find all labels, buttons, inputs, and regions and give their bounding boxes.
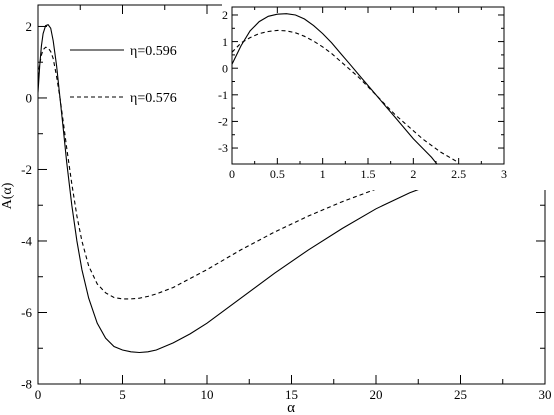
inset-x-tick-label: 0 (229, 167, 235, 181)
main-x-tick-label: 0 (35, 387, 42, 402)
inset-x-tick-label: 2.5 (451, 167, 466, 181)
main-x-axis-label: α (287, 400, 295, 415)
legend-label-solid: η=0.596 (130, 44, 177, 59)
main-x-tick-label: 5 (119, 387, 126, 402)
inset-y-tick-label: 1 (222, 35, 228, 49)
main-series-line-dashed (38, 46, 545, 300)
main-y-tick-label: 2 (26, 19, 33, 34)
main-series-line-solid (38, 24, 545, 354)
inset-x-tick-label: 3 (501, 167, 507, 181)
main-y-axis-label: A(α) (0, 182, 15, 209)
main-y-tick-label: -2 (21, 162, 32, 177)
inset-x-tick-label: 2 (410, 167, 416, 181)
inset-series-line-dashed (232, 29, 459, 164)
inset-y-tick-label: -3 (218, 141, 228, 155)
inset-y-tick-label: 2 (222, 8, 228, 22)
legend-label-dashed: η=0.576 (130, 91, 177, 106)
main-x-tick-label: 25 (454, 387, 467, 402)
inset-series-line-solid (232, 13, 438, 164)
inset-x-tick-label: 1.5 (361, 167, 376, 181)
inset-y-tick-label: 0 (222, 61, 228, 75)
inset-chart: 0 0.5 1 1.5 2 2.5 3 -3 -2 -1 0 1 2 (218, 0, 554, 190)
main-y-tick-label: 0 (26, 91, 33, 106)
main-y-tick-label: -6 (21, 305, 32, 320)
main-x-tick-label: 10 (201, 387, 214, 402)
main-x-tick-label: 20 (370, 387, 383, 402)
main-x-tick-label: 30 (539, 387, 552, 402)
main-y-tick-label: -4 (21, 234, 32, 249)
main-y-tick-label: -8 (21, 377, 32, 392)
inset-y-tick-label: -1 (218, 88, 228, 102)
inset-ticks: 0 0.5 1 1.5 2 2.5 3 -3 -2 -1 0 1 2 (218, 7, 507, 181)
inset-series (232, 13, 459, 164)
main-x-tick-label: 15 (285, 387, 298, 402)
inset-y-tick-label: -2 (218, 115, 228, 129)
inset-x-tick-label: 1 (320, 167, 326, 181)
main-series (38, 24, 545, 354)
legend: η=0.596 η=0.576 (70, 44, 177, 106)
inset-x-tick-label: 0.5 (270, 167, 285, 181)
